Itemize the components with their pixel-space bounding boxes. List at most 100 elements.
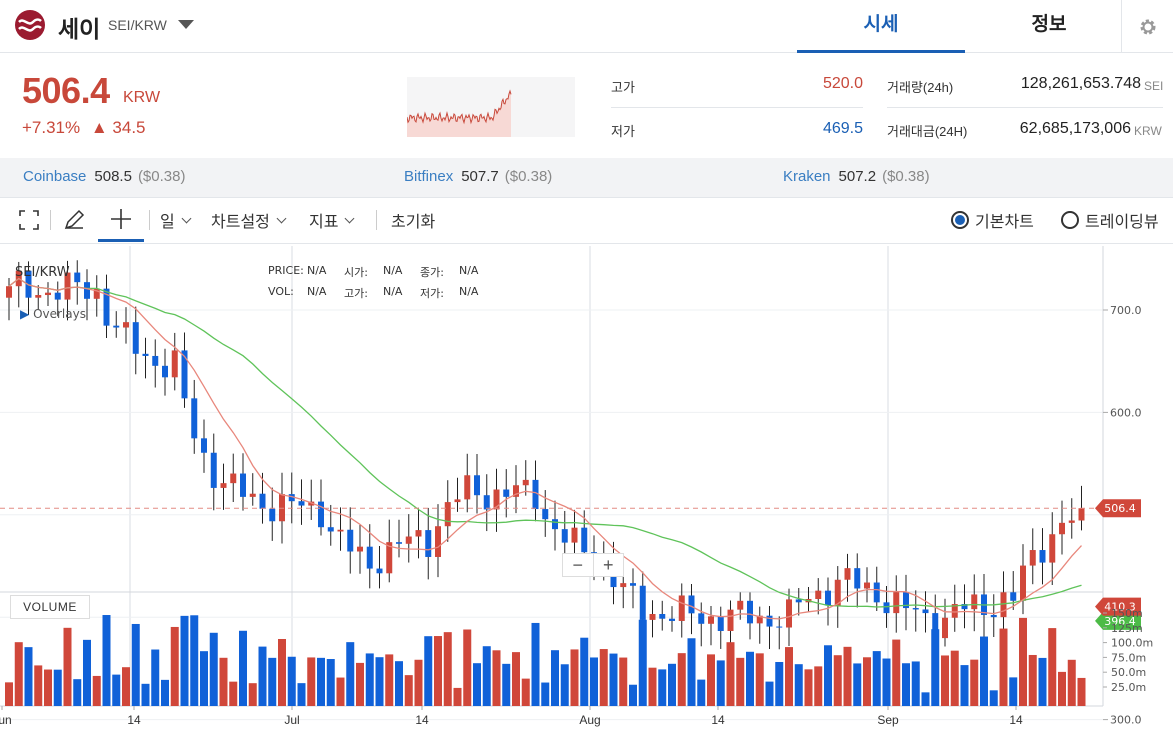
candle-body <box>1029 550 1036 566</box>
candle-body <box>727 609 734 631</box>
volume-bar <box>317 657 325 706</box>
volume-bar <box>502 663 511 706</box>
ma-short-tag: 410.3 <box>1104 601 1136 614</box>
candle-body <box>659 613 666 619</box>
volume-bar <box>736 657 745 706</box>
volume-bar <box>180 615 189 706</box>
exchange-usd: ($0.38) <box>882 168 930 185</box>
low-label: 저가 <box>611 124 635 139</box>
candle-body <box>649 613 656 620</box>
volume-bar <box>677 653 686 706</box>
vol-value: N/A <box>307 285 327 298</box>
trade-value-label: 거래대금(24H) <box>887 124 968 139</box>
candle-body <box>1020 565 1026 601</box>
volume-bar <box>5 682 13 706</box>
volume-bar <box>14 642 23 706</box>
exchange-usd: ($0.38) <box>137 168 186 185</box>
volume-bar <box>833 655 842 706</box>
volume-bar <box>151 649 160 706</box>
volume-bar <box>463 629 472 706</box>
volume-tick-label: 25.0m <box>1111 681 1146 694</box>
volume-value: 128,261,653.748 <box>1020 75 1141 92</box>
last-price-tag: 506.4 <box>1104 502 1136 515</box>
candle-body <box>639 585 646 620</box>
candle-body <box>688 595 695 614</box>
volume-bar <box>424 636 433 706</box>
settings-button[interactable] <box>1121 0 1173 53</box>
exchange-coinbase[interactable]: Coinbase 508.5 ($0.38) <box>23 168 185 185</box>
candle-body <box>1010 592 1017 601</box>
volume-bar <box>209 632 218 706</box>
candle-body <box>532 479 539 510</box>
candle-body <box>142 353 149 356</box>
volume-bar <box>53 669 62 706</box>
mini-line <box>407 89 512 125</box>
volume-bar <box>814 666 823 706</box>
volume-bar <box>551 650 559 706</box>
volume-bar <box>794 664 803 706</box>
candle-body <box>912 608 919 610</box>
exchange-bitfinex[interactable]: Bitfinex 507.7 ($0.38) <box>404 168 552 185</box>
volume-bar <box>278 638 286 706</box>
tab-price[interactable]: 시세 <box>797 0 965 53</box>
volume-bar <box>580 637 589 706</box>
candle-body <box>435 526 441 557</box>
overlays-toggle[interactable]: ▶ Overlays <box>20 307 86 321</box>
candle-body <box>1000 592 1007 618</box>
current-price: 506.4 <box>22 70 110 111</box>
volume-bar <box>219 657 228 706</box>
low-ovl-label: 저가: <box>420 287 444 300</box>
volume-tick-label: 100.0m <box>1111 637 1153 650</box>
last-price-tag-bg <box>1095 499 1141 518</box>
exchange-kraken[interactable]: Kraken 507.2 ($0.38) <box>783 168 930 185</box>
exchange-price: 507.2 <box>838 168 877 185</box>
volume-bar <box>746 651 754 706</box>
candle-body <box>405 536 412 544</box>
mini-area <box>407 91 511 137</box>
volume-bar <box>414 659 423 706</box>
candle-body <box>669 618 675 621</box>
indicators-label: 지표 <box>309 214 339 231</box>
candle-body <box>522 479 529 486</box>
indicators-dropdown[interactable]: 지표 <box>309 198 355 242</box>
candle-body <box>737 600 744 610</box>
volume-bar <box>560 664 569 706</box>
candle-body <box>279 494 285 522</box>
volume-bar <box>521 678 530 706</box>
candle-body <box>220 483 227 488</box>
volume-bar <box>297 683 306 706</box>
radio-tradingview[interactable]: 트레이딩뷰 <box>1061 198 1159 242</box>
volume-tick-label: 150m <box>1111 607 1143 620</box>
coin-pair: SEI/KRW <box>108 17 167 33</box>
candle-body <box>503 489 510 497</box>
draw-button[interactable] <box>62 198 88 242</box>
coin-name: 세이 <box>58 16 101 42</box>
radio-basic-chart[interactable]: 기본차트 <box>951 198 1034 242</box>
candle-body <box>971 594 978 610</box>
volume-bar <box>970 659 979 706</box>
candle-body <box>903 592 909 609</box>
zoom-in-button[interactable]: + <box>592 554 624 576</box>
volume-panel-label[interactable]: VOLUME <box>10 595 90 619</box>
reset-button[interactable]: 초기화 <box>391 214 436 231</box>
zoom-out-button[interactable]: − <box>572 555 583 575</box>
crosshair-button[interactable] <box>98 198 144 242</box>
fullscreen-button[interactable] <box>18 198 42 242</box>
candlestick-chart[interactable]: 700.0 600.0 300.0 396.4 410.3 506.4 150m 125m 10… <box>0 246 1173 740</box>
volume-bar <box>824 645 832 706</box>
candle-body <box>171 350 178 378</box>
candle-body <box>132 322 139 354</box>
candle-body <box>191 398 198 439</box>
candle-body <box>883 602 890 614</box>
candle-body <box>815 590 822 599</box>
volume-tick-label: 125m <box>1111 622 1143 635</box>
candle-body <box>708 616 714 624</box>
period-dropdown[interactable]: 일 <box>160 198 192 242</box>
volume-bar <box>531 622 540 706</box>
ma-short-tag-bg <box>1095 597 1141 616</box>
tab-info[interactable]: 정보 <box>1031 14 1067 35</box>
time-tick-label: Aug <box>579 713 600 727</box>
chart-settings-dropdown[interactable]: 차트설정 <box>211 198 287 242</box>
coin-select-chevron-icon[interactable] <box>178 20 194 29</box>
